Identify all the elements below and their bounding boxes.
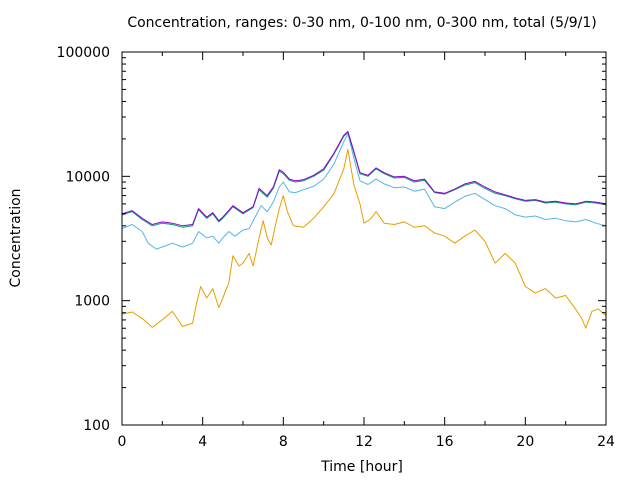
- x-axis: 0 4 8 12 16 20 24: [118, 52, 615, 450]
- x-tick-label: 8: [279, 434, 288, 450]
- x-tick-label: 4: [198, 434, 207, 450]
- series-line-4: [121, 130, 607, 227]
- x-tick-label: 16: [436, 434, 454, 450]
- y-axis-label: Concentration: [8, 188, 24, 287]
- y-tick-label: 10000: [65, 169, 110, 185]
- y-tick-label: 100000: [57, 45, 110, 61]
- y-tick-label: 1000: [74, 294, 110, 310]
- series-line-1: [121, 148, 607, 329]
- y-tick-label: 100: [83, 418, 110, 434]
- x-axis-label: Time [hour]: [320, 459, 403, 475]
- y-axis: 100 1000 10000 100000: [57, 45, 606, 434]
- x-tick-label: 20: [516, 434, 534, 450]
- series-layer: [121, 130, 607, 329]
- chart-title: Concentration, ranges: 0-30 nm, 0-100 nm…: [127, 15, 596, 31]
- x-tick-label: 0: [118, 434, 127, 450]
- x-tick-label: 24: [597, 434, 615, 450]
- series-line-2: [121, 133, 607, 250]
- x-tick-label: 12: [355, 434, 373, 450]
- series-line-3: [121, 132, 607, 228]
